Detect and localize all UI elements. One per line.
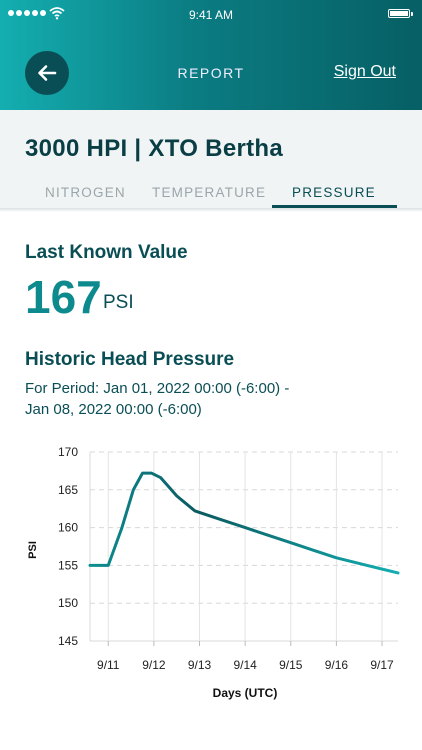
period-line-1: For Period: Jan 01, 2022 00:00 (-6:00) - [25, 380, 290, 397]
x-tick-label: 9/12 [142, 658, 166, 672]
status-bar: 9:41 AM [0, 0, 422, 30]
y-tick-label: 155 [58, 558, 78, 572]
last-known-value: 167 [25, 271, 102, 323]
history-heading: Historic Head Pressure [25, 349, 235, 370]
tab-bar: NITROGEN TEMPERATURE PRESSURE [0, 185, 422, 209]
tab-pressure[interactable]: PRESSURE [292, 185, 376, 200]
pressure-line-chart: 170 165 160 155 150 145 9/11 9/12 9/13 9/14 9/15 9… [27, 445, 400, 700]
last-known-heading: Last Known Value [25, 242, 188, 263]
wifi-icon [49, 7, 65, 20]
active-tab-indicator [272, 205, 397, 208]
battery-icon [388, 9, 413, 18]
x-tick-label: 9/15 [279, 658, 303, 672]
last-known-unit: PSI [103, 292, 134, 313]
x-tick-label: 9/17 [370, 658, 394, 672]
arrow-left-icon [38, 65, 57, 81]
period-line-2: Jan 08, 2022 00:00 (-6:00) [25, 401, 202, 418]
tab-nitrogen[interactable]: NITROGEN [45, 185, 126, 200]
y-tick-label: 170 [58, 445, 78, 459]
y-tick-label: 145 [58, 634, 78, 648]
app-header: 9:41 AM REPORT Sign Out [0, 0, 422, 110]
pressure-series-line [88, 471, 400, 575]
x-tick-label: 9/11 [97, 658, 120, 672]
y-tick-label: 165 [58, 483, 78, 497]
title-area [0, 110, 422, 210]
page-title: 3000 HPI | XTO Bertha [25, 135, 284, 162]
tab-temperature[interactable]: TEMPERATURE [152, 185, 267, 200]
y-tick-label: 160 [58, 521, 78, 535]
y-tick-label: 150 [58, 596, 78, 610]
y-axis-label: PSI [27, 541, 39, 559]
x-tick-label: 9/14 [233, 658, 257, 672]
divider [0, 208, 422, 212]
sign-out-link[interactable]: Sign Out [333, 63, 396, 80]
status-time: 9:41 AM [188, 8, 234, 22]
back-button[interactable] [25, 51, 69, 95]
x-tick-label: 9/16 [325, 658, 349, 672]
signal-strength-icon [8, 10, 46, 16]
x-tick-label: 9/13 [188, 658, 212, 672]
header-title: REPORT [177, 65, 245, 81]
x-axis-label: Days (UTC) [213, 686, 278, 700]
